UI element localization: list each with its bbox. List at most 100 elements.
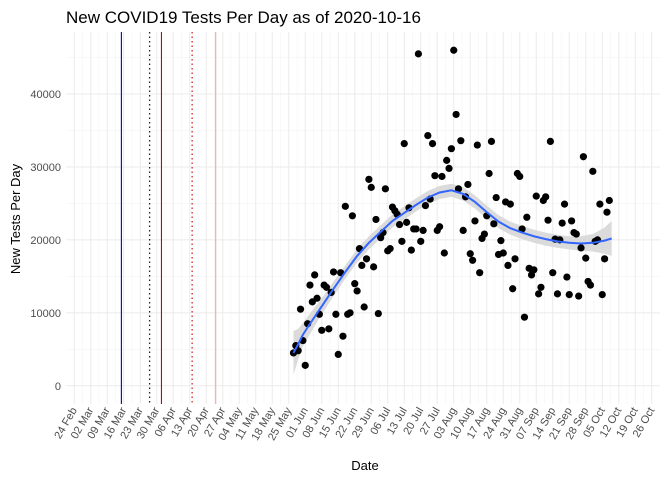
data-point	[511, 255, 519, 263]
data-point	[454, 185, 463, 193]
y-tick-label: 0	[55, 381, 61, 393]
data-point	[407, 246, 415, 254]
data-point	[450, 46, 458, 54]
data-point	[603, 208, 611, 216]
data-point	[549, 269, 557, 277]
data-point	[334, 350, 342, 358]
data-point	[339, 332, 347, 340]
data-point	[332, 310, 340, 318]
y-tick-label: 40000	[30, 89, 61, 101]
data-points	[289, 46, 613, 369]
data-point	[428, 140, 437, 148]
data-point	[421, 202, 430, 210]
data-point	[516, 172, 524, 181]
data-point	[568, 217, 576, 225]
y-tick-label: 10000	[30, 308, 61, 320]
data-point	[546, 137, 554, 146]
y-axis-ticks: 0 10000 20000 30000 40000	[30, 89, 61, 393]
data-point	[440, 249, 448, 257]
data-point	[506, 200, 514, 208]
data-point	[520, 313, 529, 321]
data-point	[386, 245, 394, 253]
y-axis-label: New Tests Per Day	[8, 163, 23, 274]
confidence-ribbon	[293, 183, 612, 375]
data-point	[367, 183, 375, 191]
data-point	[457, 137, 465, 145]
data-point	[353, 287, 361, 295]
grid	[66, 32, 660, 404]
data-point	[374, 309, 382, 318]
data-point	[487, 137, 496, 146]
data-point	[301, 361, 309, 369]
data-point	[582, 254, 590, 262]
y-tick-label: 20000	[30, 235, 61, 247]
data-point	[341, 202, 349, 210]
chart-title: New COVID19 Tests Per Day as of 2020-10-…	[66, 8, 421, 27]
data-point	[443, 156, 451, 164]
data-point	[577, 244, 585, 252]
data-point	[306, 281, 314, 289]
data-point	[365, 175, 373, 183]
data-point	[523, 213, 531, 221]
data-point	[560, 200, 569, 208]
data-point	[459, 226, 467, 234]
data-point	[346, 309, 354, 317]
data-point	[436, 223, 444, 231]
data-point	[296, 305, 305, 313]
data-point	[518, 225, 526, 233]
confidence-band	[293, 183, 612, 375]
data-point	[445, 164, 453, 172]
data-point	[447, 145, 455, 153]
data-point	[438, 172, 446, 181]
data-point	[424, 131, 432, 140]
data-point	[395, 220, 404, 229]
data-point	[544, 216, 552, 224]
data-point	[476, 269, 484, 277]
data-point	[370, 263, 378, 271]
data-point	[530, 266, 538, 274]
data-point	[464, 180, 472, 189]
data-point	[329, 268, 338, 276]
data-point	[412, 225, 420, 233]
data-point	[417, 237, 425, 245]
data-point	[381, 185, 389, 193]
data-point	[509, 285, 517, 293]
data-point	[563, 273, 571, 281]
data-point	[572, 230, 580, 238]
data-point	[403, 218, 411, 226]
data-point	[400, 140, 408, 148]
data-point	[537, 283, 545, 291]
data-point	[575, 292, 583, 300]
data-point	[452, 110, 460, 119]
data-point	[414, 50, 422, 58]
data-point	[480, 230, 488, 238]
data-point	[565, 290, 573, 299]
data-point	[586, 281, 595, 289]
data-point	[485, 169, 493, 178]
data-point	[473, 141, 481, 149]
data-point	[311, 271, 319, 279]
data-point	[348, 212, 356, 220]
data-point	[351, 280, 359, 288]
data-point	[492, 193, 500, 202]
data-point	[605, 196, 613, 205]
data-point	[589, 167, 597, 175]
data-point	[598, 290, 606, 299]
data-point	[322, 283, 331, 291]
smooth-line	[292, 189, 612, 354]
data-point	[325, 325, 333, 333]
smooth-fit-line	[292, 189, 612, 354]
data-point	[431, 172, 439, 180]
data-point	[362, 255, 371, 263]
data-point	[419, 226, 427, 234]
data-point	[553, 290, 562, 298]
data-point	[596, 200, 604, 208]
data-point	[601, 255, 609, 263]
data-point	[504, 261, 512, 270]
data-point	[466, 250, 474, 258]
data-point	[542, 193, 550, 201]
data-point	[497, 237, 505, 245]
data-point	[398, 237, 406, 245]
data-point	[372, 215, 380, 224]
